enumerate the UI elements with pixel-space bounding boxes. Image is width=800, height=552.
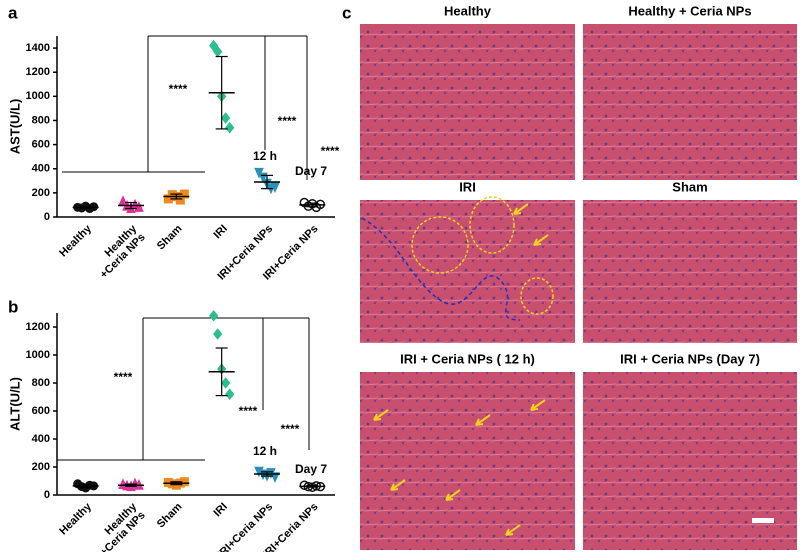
y-tick-label: 600 bbox=[32, 139, 50, 151]
x-tick-label: IRI bbox=[211, 501, 229, 519]
y-axis-label: AST(U/L) bbox=[7, 99, 22, 155]
data-point bbox=[209, 309, 219, 322]
panel-label: c bbox=[342, 3, 351, 22]
histology-image bbox=[583, 24, 797, 180]
annotation: Day 7 bbox=[295, 462, 327, 476]
x-tick-label: Sham bbox=[155, 223, 185, 253]
image-title: IRI + Ceria NPs ( 12 h) bbox=[400, 351, 535, 366]
histology-image bbox=[360, 200, 575, 343]
data-point bbox=[225, 121, 235, 134]
arrow bbox=[373, 409, 389, 421]
data-point bbox=[209, 39, 219, 52]
arrow bbox=[513, 203, 529, 215]
image-title: Healthy + Ceria NPs bbox=[628, 3, 751, 18]
y-tick-label: 1200 bbox=[26, 321, 50, 333]
lesion-outline bbox=[520, 277, 554, 315]
x-tick-label: Healthy bbox=[57, 222, 94, 259]
data-point bbox=[270, 182, 280, 194]
x-tick-label: Sham bbox=[155, 501, 185, 531]
x-tick-label: Healthy+Ceria NPs bbox=[89, 500, 148, 552]
annotation: **** bbox=[278, 114, 297, 128]
arrow bbox=[390, 479, 406, 491]
histology-image bbox=[360, 24, 575, 180]
image-title: IRI + Ceria NPs (Day 7) bbox=[620, 351, 760, 366]
histology-image bbox=[583, 200, 797, 343]
y-tick-label: 800 bbox=[32, 114, 50, 126]
annotation: Day 7 bbox=[295, 164, 327, 178]
y-tick-label: 600 bbox=[32, 405, 50, 417]
arrow bbox=[530, 399, 546, 411]
data-point bbox=[221, 377, 231, 389]
annotation: 12 h bbox=[253, 149, 277, 163]
y-tick-label: 400 bbox=[32, 433, 50, 445]
arrow bbox=[505, 524, 521, 536]
y-tick-label: 800 bbox=[32, 377, 50, 389]
scale-bar bbox=[752, 518, 774, 523]
data-point bbox=[213, 328, 223, 340]
y-tick-label: 1200 bbox=[26, 66, 50, 78]
histology-image bbox=[583, 372, 797, 550]
arrow bbox=[445, 489, 461, 501]
lesion-outline bbox=[411, 216, 469, 274]
y-tick-label: 200 bbox=[32, 461, 50, 473]
arrow bbox=[533, 234, 549, 246]
lesion-outline bbox=[469, 196, 515, 254]
x-tick-label: Healthy bbox=[57, 500, 94, 537]
annotation: **** bbox=[169, 82, 188, 96]
annotation: 12 h bbox=[253, 444, 277, 458]
image-title: Sham bbox=[672, 179, 707, 194]
image-title: Healthy bbox=[444, 3, 492, 18]
panel-label: b bbox=[8, 297, 18, 316]
damage-border bbox=[361, 217, 521, 321]
y-tick-label: 1000 bbox=[26, 90, 50, 102]
data-point bbox=[225, 388, 235, 401]
y-tick-label: 200 bbox=[32, 187, 50, 199]
annotation: **** bbox=[281, 422, 300, 436]
data-point bbox=[221, 112, 231, 124]
y-tick-label: 1400 bbox=[26, 42, 50, 54]
y-tick-label: 0 bbox=[44, 211, 50, 223]
y-tick-label: 400 bbox=[32, 163, 50, 175]
image-title: IRI bbox=[459, 179, 476, 194]
x-tick-label: IRI bbox=[211, 223, 229, 241]
annotation: **** bbox=[321, 144, 340, 158]
annotation: **** bbox=[239, 404, 258, 418]
y-axis-label: ALT(U/L) bbox=[7, 377, 22, 431]
panel-label: a bbox=[8, 3, 18, 22]
histology-image bbox=[360, 372, 575, 550]
arrow bbox=[475, 414, 491, 426]
y-tick-label: 0 bbox=[44, 489, 50, 501]
data-point bbox=[270, 472, 280, 484]
x-tick-label: Healthy+Ceria NPs bbox=[89, 222, 148, 281]
annotation: **** bbox=[114, 370, 133, 384]
y-tick-label: 1000 bbox=[26, 349, 50, 361]
